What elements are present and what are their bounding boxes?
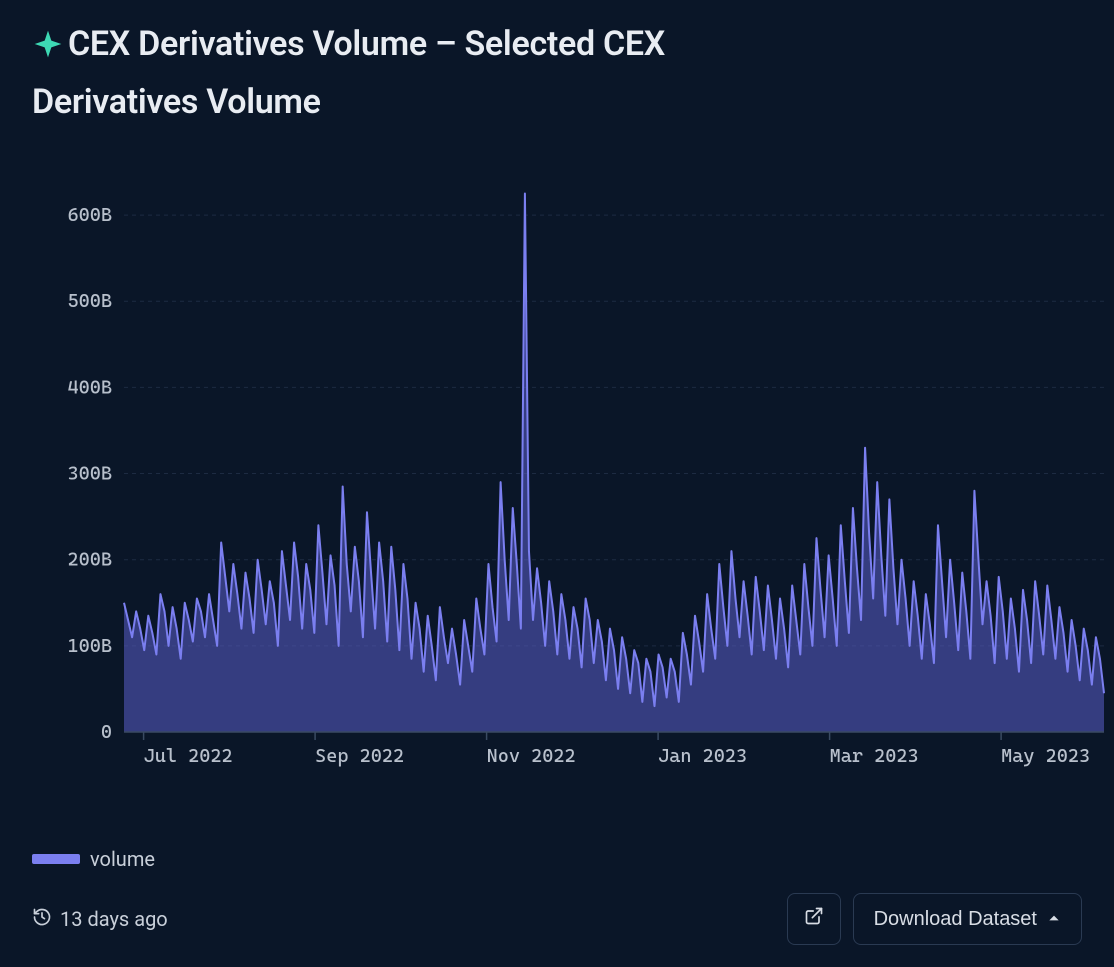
svg-text:Mar 2023: Mar 2023	[830, 745, 919, 767]
timestamp-label: 13 days ago	[60, 907, 168, 931]
chart-title: CEX Derivatives Volume – Selected CEX	[68, 24, 665, 64]
svg-text:100B: 100B	[67, 635, 112, 657]
download-dataset-button[interactable]: Download Dataset	[853, 893, 1082, 945]
caret-up-icon	[1047, 908, 1061, 931]
open-external-button[interactable]	[787, 893, 841, 945]
svg-text:400B: 400B	[67, 376, 112, 398]
chart-subtitle: Derivatives Volume	[32, 82, 1082, 122]
card-footer: 13 days ago Download Dataset	[32, 871, 1082, 967]
svg-text:May 2023: May 2023	[1001, 745, 1090, 767]
title-row: CEX Derivatives Volume – Selected CEX	[32, 24, 1082, 64]
svg-text:300B: 300B	[67, 463, 112, 485]
svg-text:0: 0	[101, 721, 112, 743]
legend-swatch	[32, 854, 80, 864]
svg-text:500B: 500B	[67, 290, 112, 312]
external-link-icon	[804, 906, 824, 932]
svg-text:Nov 2022: Nov 2022	[487, 745, 576, 767]
timestamp: 13 days ago	[32, 907, 168, 932]
svg-text:Jul 2022: Jul 2022	[144, 745, 233, 767]
legend-label: volume	[90, 847, 155, 871]
chart-area: 0 100B 200B 300B 400B 500B 600B Jul 2022 Sep 202…	[32, 162, 1082, 829]
history-icon	[32, 907, 52, 932]
download-label: Download Dataset	[874, 908, 1037, 931]
svg-text:Jan 2023: Jan 2023	[658, 745, 747, 767]
volume-area-chart[interactable]: 0 100B 200B 300B 400B 500B 600B Jul 2022 Sep 202…	[32, 162, 1114, 772]
svg-text:200B: 200B	[67, 549, 112, 571]
chart-legend: volume	[32, 847, 1082, 871]
svg-text:Sep 2022: Sep 2022	[315, 745, 404, 767]
sparkle-icon	[32, 28, 64, 60]
svg-text:600B: 600B	[67, 204, 112, 226]
